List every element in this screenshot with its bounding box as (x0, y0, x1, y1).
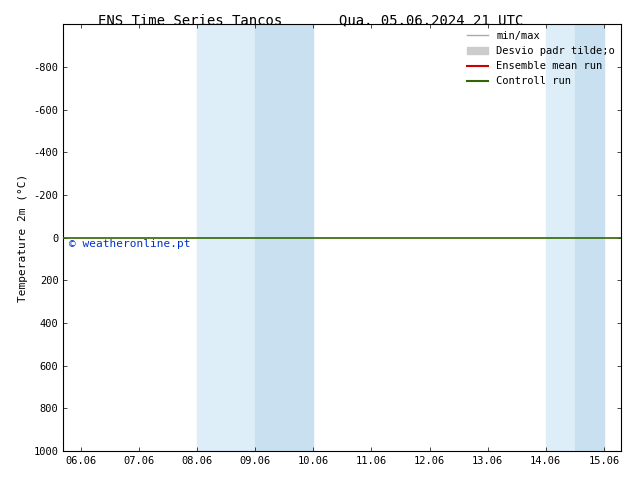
Bar (255, 24, 313, 451)
Legend: min/max, Desvio padr tilde;o, Ensemble mean run, Controll run: min/max, Desvio padr tilde;o, Ensemble m… (463, 26, 619, 91)
Y-axis label: Temperature 2m (°C): Temperature 2m (°C) (18, 173, 28, 302)
Text: © weatheronline.pt: © weatheronline.pt (69, 239, 190, 248)
Bar (546, 24, 575, 451)
Bar (575, 24, 604, 451)
Bar (197, 24, 255, 451)
Text: ENS Time Series Tancos: ENS Time Series Tancos (98, 14, 282, 28)
Text: Qua. 05.06.2024 21 UTC: Qua. 05.06.2024 21 UTC (339, 14, 523, 28)
